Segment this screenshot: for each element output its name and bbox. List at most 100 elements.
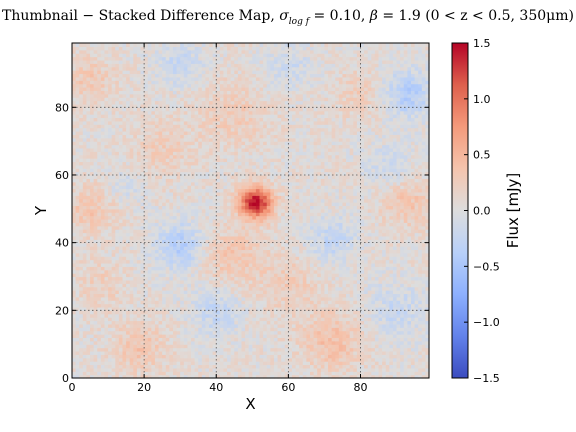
heatmap-cell [216,249,221,254]
heatmap-cell [212,371,217,376]
heatmap-cell [403,283,408,288]
heatmap-cell [198,357,203,362]
heatmap-cell [378,286,383,291]
heatmap-cell [299,259,304,264]
heatmap-cell [75,367,80,372]
heatmap-cell [302,357,307,362]
heatmap-cell [392,229,398,234]
heatmap-cell [291,300,297,305]
heatmap-cell [284,310,289,315]
heatmap-cell [79,215,84,220]
heatmap-cell [151,242,156,247]
heatmap-cell [104,235,109,240]
heatmap-cell [97,361,102,366]
heatmap-cell [72,303,77,308]
heatmap-cell [111,344,116,349]
heatmap-cell [241,347,246,352]
heatmap-cell [172,273,178,278]
heatmap-cell [86,290,91,294]
heatmap-cell [270,306,275,311]
heatmap-cell [382,276,387,281]
heatmap-cell [144,367,149,372]
heatmap-cell [270,344,275,349]
heatmap-cell [324,273,329,278]
heatmap-cell [328,225,333,230]
heatmap-cell [403,252,408,257]
heatmap-cell [403,303,408,308]
heatmap-cell [338,286,344,291]
heatmap-cell [263,374,268,379]
heatmap-cell [108,371,113,376]
heatmap-cell [281,273,286,278]
heatmap-cell [255,293,261,298]
heatmap-cell [255,222,261,227]
heatmap-cell [320,310,326,315]
heatmap-cell [115,249,120,254]
heatmap-cell [230,276,235,281]
heatmap-cell [400,334,405,338]
heatmap-cell [205,242,210,247]
heatmap-cell [245,249,250,254]
heatmap-cell [356,222,362,227]
heatmap-cell [237,374,243,379]
heatmap-cell [169,205,174,210]
heatmap-cell [356,242,362,247]
heatmap-cell [425,279,430,284]
heatmap-cell [147,357,152,362]
heatmap-cell [313,222,318,227]
heatmap-cell [263,334,268,338]
heatmap-cell [410,283,416,288]
heatmap-cell [335,269,340,274]
heatmap-cell [136,222,142,227]
heatmap-cell [273,242,279,247]
heatmap-cell [255,290,261,294]
heatmap-cell [306,249,311,254]
heatmap-cell [75,283,80,288]
heatmap-cell [385,303,390,308]
heatmap-cell [324,279,329,284]
heatmap-cell [364,239,369,244]
heatmap-cell [147,347,152,352]
heatmap-cell [194,317,199,322]
heatmap-cell [291,246,297,251]
heatmap-cell [284,232,289,237]
heatmap-cell [382,293,387,298]
heatmap-cell [147,330,152,335]
heatmap-cell [108,239,113,244]
heatmap-cell [421,306,426,311]
heatmap-cell [209,344,214,349]
heatmap-cell [165,259,170,264]
heatmap-cell [183,350,188,355]
heatmap-cell [353,323,358,328]
heatmap-cell [310,256,315,261]
heatmap-cell [237,256,243,261]
heatmap-cell [252,256,257,261]
heatmap-cell [234,290,239,294]
heatmap-cell [270,242,275,247]
heatmap-cell [263,256,268,261]
heatmap-cell [378,276,383,281]
heatmap-cell [191,276,196,281]
heatmap-cell [255,249,261,254]
heatmap-cell [353,320,358,325]
heatmap-cell [302,303,307,308]
heatmap-cell [158,334,163,338]
heatmap-cell [212,296,217,301]
heatmap-cell [360,242,365,247]
heatmap-cell [136,242,142,247]
heatmap-cell [295,249,300,254]
heatmap-cell [79,334,84,338]
heatmap-cell [389,269,394,274]
heatmap-cell [227,367,232,372]
heatmap-cell [248,354,253,359]
heatmap-cell [165,337,170,342]
heatmap-cell [237,246,243,251]
heatmap-cell [263,222,268,227]
heatmap-cell [72,229,77,234]
heatmap-cell [374,296,380,301]
heatmap-cell [378,344,383,349]
heatmap-cell [158,235,163,240]
heatmap-cell [418,300,423,305]
heatmap-cell [342,290,347,294]
heatmap-cell [291,354,297,359]
